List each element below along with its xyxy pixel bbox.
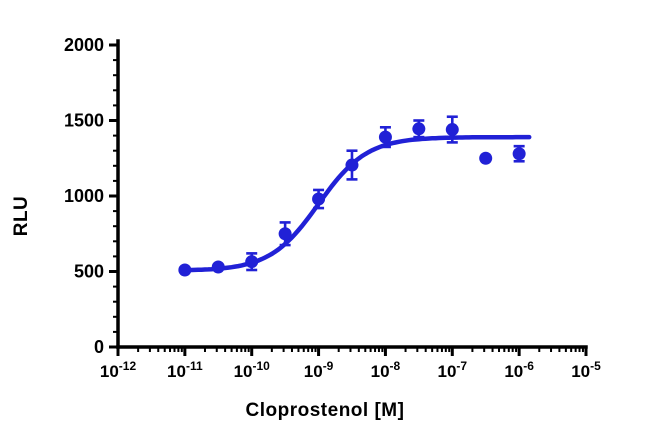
- x-axis-ticks: 10-12 10-11 10-10 10-9 10-8 10-7 10-6 10-5: [100, 347, 601, 381]
- data-point: [178, 263, 192, 277]
- x-tick-label: 10-8: [371, 359, 401, 381]
- data-points: [178, 122, 526, 277]
- data-point: [512, 147, 526, 161]
- fit-curve: [179, 134, 532, 273]
- data-point: [445, 123, 459, 137]
- x-tick-label: 10-10: [234, 359, 271, 381]
- data-point: [479, 151, 493, 165]
- x-tick-label: 10-12: [100, 359, 137, 381]
- data-point: [245, 255, 259, 269]
- data-point: [412, 122, 426, 136]
- x-tick-label: 10-9: [304, 359, 334, 381]
- y-axis-ticks: 0 500 1000 1500 2000: [64, 35, 118, 357]
- x-tick-label: 10-6: [504, 359, 534, 381]
- data-point: [278, 227, 292, 241]
- svg-text:500: 500: [74, 262, 104, 282]
- data-point: [211, 260, 225, 274]
- svg-text:0: 0: [94, 337, 104, 357]
- y-axis-title: RLU: [11, 195, 32, 237]
- svg-text:2000: 2000: [64, 35, 104, 55]
- x-tick-label: 10-7: [437, 359, 467, 381]
- x-tick-label: 10-5: [571, 359, 601, 381]
- svg-text:1000: 1000: [64, 186, 104, 206]
- x-tick-label: 10-11: [167, 359, 203, 381]
- data-point: [312, 192, 326, 206]
- svg-text:1500: 1500: [64, 111, 104, 131]
- data-point: [378, 130, 392, 144]
- axes: [116, 39, 588, 349]
- x-axis-title: Cloprostenol [M]: [245, 400, 405, 421]
- data-point: [345, 158, 359, 172]
